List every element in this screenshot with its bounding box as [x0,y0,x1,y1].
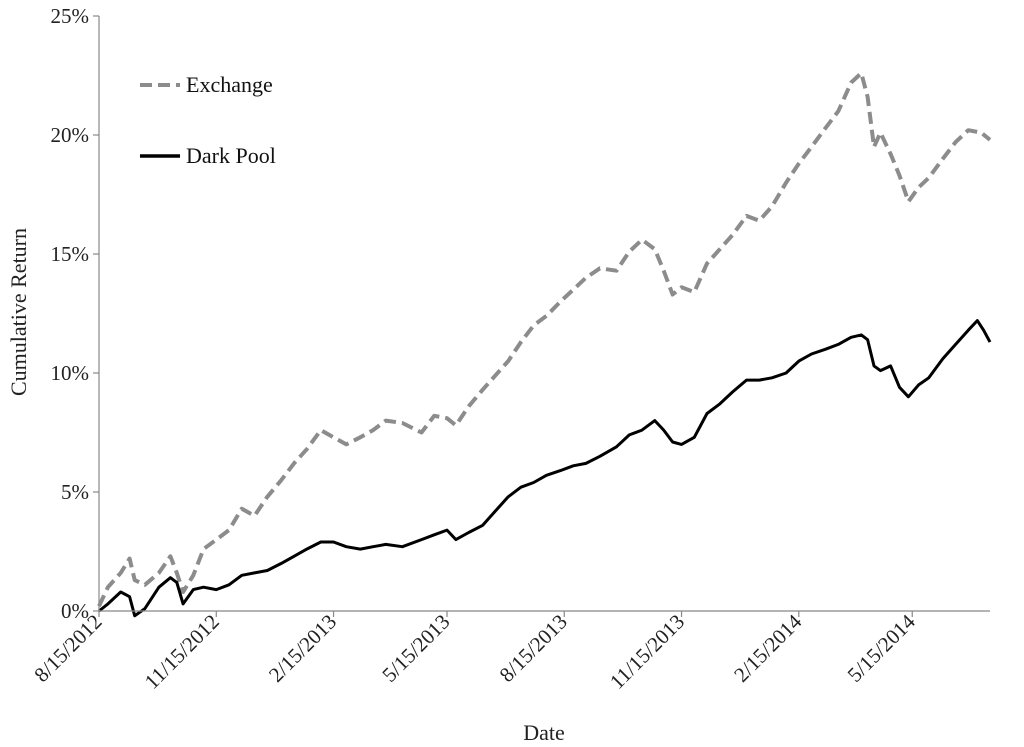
x-tick-label: 2/15/2013 [264,610,341,687]
series-layer [97,71,992,618]
y-tick-label: 0% [61,599,89,623]
y-tick-label: 20% [51,123,90,147]
y-axis-ticks: 0% 5% 10% 15% 20% 25% [51,4,99,623]
y-tick-label: 10% [51,361,90,385]
legend: Exchange Dark Pool [140,72,276,168]
x-axis-ticks: 8/15/2012 11/15/2012 2/15/2013 5/15/2013 8/1… [29,609,920,693]
x-tick-label: 8/15/2013 [495,610,572,687]
series-line-dark-pool [98,319,992,618]
y-tick-label: 25% [51,4,90,28]
x-tick-label: 11/15/2013 [605,610,689,694]
y-axis-title: Cumulative Return [6,228,31,396]
y-tick-label: 5% [61,480,89,504]
legend-label-dark-pool: Dark Pool [186,143,276,168]
y-tick-label: 15% [51,242,90,266]
series-line-exchange [97,71,992,608]
x-tick-label: 2/15/2014 [729,609,807,687]
x-axis-title: Date [523,720,565,745]
legend-label-exchange: Exchange [186,72,273,97]
x-tick-label: 11/15/2012 [140,610,224,694]
x-tick-label: 5/15/2014 [843,609,921,687]
x-tick-label: 5/15/2013 [377,610,454,687]
